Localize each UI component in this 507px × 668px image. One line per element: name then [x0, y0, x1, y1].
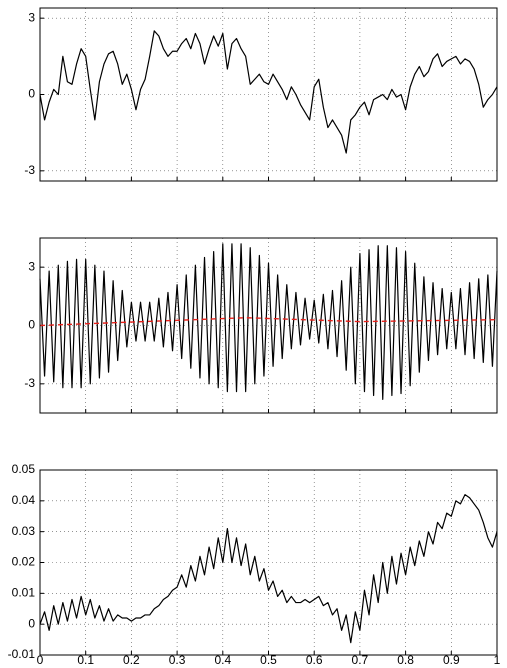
x-tick-label: 0.8 — [397, 653, 414, 667]
y-tick-label: 0.01 — [12, 586, 36, 600]
y-tick-label: 3 — [28, 10, 35, 24]
x-tick-label: 1 — [494, 653, 501, 667]
y-tick-label: 0.02 — [12, 555, 36, 569]
y-tick-label: 0 — [28, 616, 35, 630]
x-tick-label: 0.2 — [123, 653, 140, 667]
x-tick-label: 0.6 — [306, 653, 323, 667]
y-tick-label: 3 — [28, 259, 35, 273]
y-tick-label: 0.04 — [12, 493, 36, 507]
x-tick-label: 0.9 — [443, 653, 460, 667]
x-tick-label: 0 — [37, 653, 44, 667]
data-line — [39, 494, 498, 644]
data-line — [39, 317, 498, 327]
x-tick-label: 0.4 — [214, 653, 231, 667]
x-tick-label: 0.3 — [169, 653, 186, 667]
plot-frame — [39, 469, 498, 656]
x-tick-label: 0.7 — [352, 653, 369, 667]
y-tick-label: 0.03 — [12, 524, 36, 538]
x-tick-label: 0.1 — [77, 653, 94, 667]
plot-frame — [39, 237, 498, 414]
y-tick-label: -3 — [24, 376, 35, 390]
data-line — [39, 243, 498, 400]
x-tick-label: 0.5 — [260, 653, 277, 667]
data-line — [39, 30, 498, 154]
y-tick-label: 0.05 — [12, 462, 36, 476]
plot-frame — [39, 7, 498, 182]
y-tick-label: -0.01 — [8, 647, 36, 661]
y-tick-label: 0 — [28, 318, 35, 332]
y-tick-label: -3 — [24, 163, 35, 177]
y-tick-label: 0 — [28, 87, 35, 101]
